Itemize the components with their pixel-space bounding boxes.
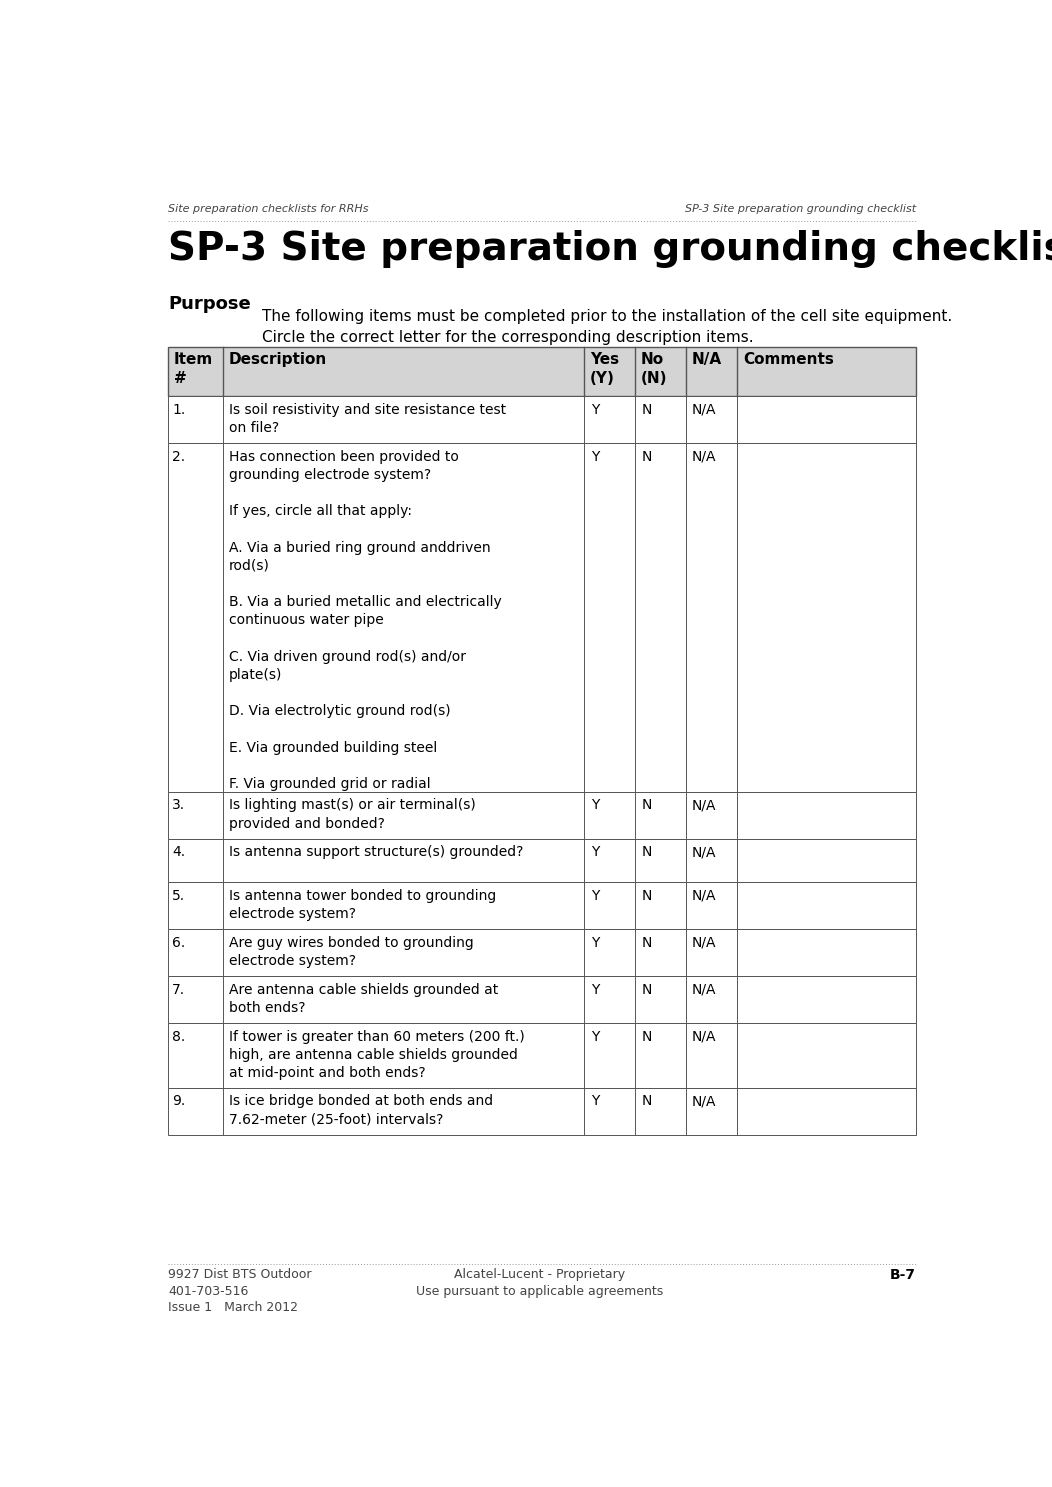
Text: Circle the correct letter for the corresponding description items.: Circle the correct letter for the corres… [262,330,753,345]
Text: Alcatel-Lucent - Proprietary
Use pursuant to applicable agreements: Alcatel-Lucent - Proprietary Use pursuan… [416,1268,663,1298]
Text: Is antenna tower bonded to grounding
electrode system?: Is antenna tower bonded to grounding ele… [229,889,497,920]
Text: Are guy wires bonded to grounding
electrode system?: Are guy wires bonded to grounding electr… [229,935,473,968]
Text: N/A: N/A [692,352,722,367]
Text: Is ice bridge bonded at both ends and
7.62-meter (25-foot) intervals?: Is ice bridge bonded at both ends and 7.… [229,1094,493,1127]
Text: N: N [642,799,652,812]
Text: N/A: N/A [691,449,715,464]
Text: If tower is greater than 60 meters (200 ft.)
high, are antenna cable shields gro: If tower is greater than 60 meters (200 … [229,1029,525,1080]
Text: Comments: Comments [743,352,834,367]
Text: 1.: 1. [173,403,185,416]
Text: N: N [642,449,652,464]
Text: Y: Y [590,449,599,464]
Text: N/A: N/A [691,403,715,416]
Text: N/A: N/A [691,1029,715,1044]
Text: 6.: 6. [173,935,185,950]
Bar [168,791,916,839]
Text: Y: Y [590,983,599,996]
Text: N/A: N/A [691,889,715,903]
Text: SP-3 Site preparation grounding checklist: SP-3 Site preparation grounding checklis… [168,230,1052,268]
Text: N/A: N/A [691,846,715,859]
Text: 8.: 8. [173,1029,185,1044]
Text: Item
#: Item # [174,352,214,387]
Text: Description: Description [229,352,327,367]
Text: 4.: 4. [173,846,185,859]
Text: Y: Y [590,1029,599,1044]
Bar [168,975,916,1023]
Bar [168,929,916,975]
Bar [168,1023,916,1087]
Text: N: N [642,1029,652,1044]
Text: Y: Y [590,889,599,903]
Text: N: N [642,889,652,903]
Text: Y: Y [590,403,599,416]
Text: Is lighting mast(s) or air terminal(s)
provided and bonded?: Is lighting mast(s) or air terminal(s) p… [229,799,476,831]
Text: N: N [642,403,652,416]
Text: N/A: N/A [691,983,715,996]
Text: N: N [642,846,652,859]
Text: Yes
(Y): Yes (Y) [590,352,619,387]
Text: No
(N): No (N) [641,352,667,387]
Text: N: N [642,983,652,996]
Text: Is soil resistivity and site resistance test
on file?: Is soil resistivity and site resistance … [229,403,506,436]
Text: Y: Y [590,799,599,812]
Text: Is antenna support structure(s) grounded?: Is antenna support structure(s) grounded… [229,846,524,859]
Text: N/A: N/A [691,935,715,950]
Text: 9927 Dist BTS Outdoor
401-703-516
Issue 1   March 2012: 9927 Dist BTS Outdoor 401-703-516 Issue … [168,1268,311,1315]
Text: SP-3 Site preparation grounding checklist: SP-3 Site preparation grounding checklis… [685,204,916,214]
Text: 5.: 5. [173,889,185,903]
Bar [168,443,916,791]
Text: 3.: 3. [173,799,185,812]
Bar [168,882,916,929]
Bar [168,1087,916,1135]
Text: N/A: N/A [691,1094,715,1108]
Text: N: N [642,935,652,950]
Text: N/A: N/A [691,799,715,812]
Text: Has connection been provided to
grounding electrode system?

If yes, circle all : Has connection been provided to groundin… [229,449,502,791]
Text: 2.: 2. [173,449,185,464]
Text: Purpose: Purpose [168,296,251,314]
Text: Are antenna cable shields grounded at
both ends?: Are antenna cable shields grounded at bo… [229,983,499,1016]
Bar [168,839,916,882]
Text: 9.: 9. [173,1094,185,1108]
Bar [168,346,916,396]
Text: N: N [642,1094,652,1108]
Text: Site preparation checklists for RRHs: Site preparation checklists for RRHs [168,204,368,214]
Bar [168,396,916,443]
Text: Y: Y [590,846,599,859]
Text: Y: Y [590,1094,599,1108]
Text: Y: Y [590,935,599,950]
Text: The following items must be completed prior to the installation of the cell site: The following items must be completed pr… [262,309,952,324]
Text: 7.: 7. [173,983,185,996]
Text: B-7: B-7 [890,1268,916,1282]
